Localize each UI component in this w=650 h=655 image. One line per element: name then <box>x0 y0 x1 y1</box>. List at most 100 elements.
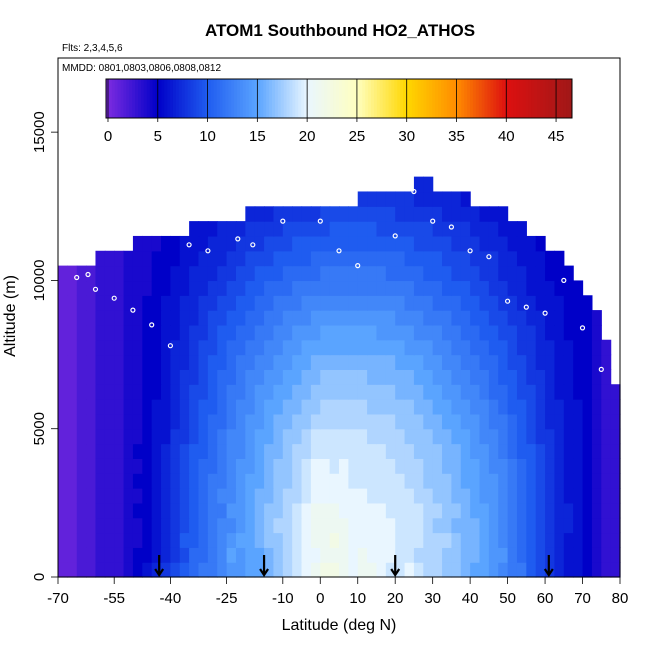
heatmap-cell <box>254 221 265 237</box>
heatmap-cell <box>526 354 537 370</box>
y-tick-label: 15000 <box>31 111 48 153</box>
heatmap-cell <box>329 413 340 430</box>
heatmap-cell <box>498 488 509 504</box>
heatmap-cell <box>264 413 275 430</box>
heatmap-cell <box>554 280 565 296</box>
heatmap-cell <box>86 280 97 296</box>
heatmap-cell <box>189 295 200 311</box>
heatmap-cell <box>189 324 200 341</box>
heatmap-cell <box>67 384 78 400</box>
heatmap-cell <box>376 265 387 282</box>
heatmap-cell <box>479 295 490 311</box>
heatmap-cell <box>301 280 312 296</box>
colorbar-segment <box>222 79 226 118</box>
heatmap-cell <box>395 458 406 474</box>
heatmap-cell <box>235 324 246 341</box>
heatmap-cell <box>235 295 246 311</box>
heatmap-cell <box>86 310 97 326</box>
heatmap-cell <box>301 532 312 548</box>
x-tick-label: 40 <box>462 590 479 607</box>
heatmap-cell <box>95 502 106 519</box>
heatmap-cell <box>123 458 134 474</box>
flight-track-point <box>111 295 117 301</box>
heatmap-cell <box>385 517 396 534</box>
heatmap-cell <box>95 413 106 430</box>
heatmap-cell <box>151 339 162 356</box>
heatmap-cell <box>170 502 181 519</box>
heatmap-cell <box>132 502 143 519</box>
heatmap-cell <box>301 473 312 489</box>
heatmap-cell <box>226 458 237 474</box>
heatmap-cell <box>526 532 537 548</box>
colorbar-segment <box>420 79 424 118</box>
heatmap-cell <box>142 310 153 326</box>
colorbar-segment <box>138 79 142 118</box>
colorbar-tick-label: 15 <box>249 128 266 145</box>
heatmap-cell <box>451 191 462 207</box>
colorbar-segment <box>405 79 410 118</box>
colorbar-segment <box>184 79 189 118</box>
heatmap-cell <box>601 339 612 356</box>
heatmap-cell <box>442 250 452 267</box>
heatmap-cell <box>132 354 143 370</box>
heatmap-cell <box>161 235 171 252</box>
heatmap-cell <box>516 458 527 474</box>
heatmap-cell <box>348 295 359 311</box>
heatmap-cell <box>413 502 424 519</box>
heatmap-cell <box>479 488 490 504</box>
heatmap-cell <box>292 250 303 267</box>
heatmap-cell <box>460 532 471 548</box>
heatmap-cell <box>76 265 87 282</box>
heatmap-cell <box>498 384 509 400</box>
colorbar-segment <box>193 79 197 118</box>
heatmap-cell <box>516 562 527 578</box>
heatmap-cell <box>254 502 265 519</box>
heatmap-cell <box>488 488 499 504</box>
heatmap-cell <box>535 369 546 385</box>
heatmap-cell <box>413 399 424 415</box>
heatmap-cell <box>226 488 237 504</box>
heatmap-cell <box>189 280 200 296</box>
flight-track-point <box>167 343 173 349</box>
heatmap-cell <box>132 324 143 341</box>
heatmap-cell <box>535 265 546 282</box>
heatmap-cell <box>179 354 190 370</box>
heatmap-cell <box>582 473 593 489</box>
heatmap-cell <box>460 443 471 459</box>
heatmap-cell <box>86 413 97 430</box>
heatmap-cell <box>245 280 256 296</box>
heatmap-cell <box>339 488 349 504</box>
heatmap-cell <box>179 502 190 519</box>
heatmap-cell <box>479 324 490 341</box>
heatmap-cell <box>385 547 396 563</box>
heatmap-cell <box>535 488 546 504</box>
heatmap-cell <box>132 265 143 282</box>
heatmap-cell <box>207 473 218 489</box>
heatmap-cell <box>189 562 200 578</box>
heatmap-cell <box>563 399 574 415</box>
heatmap-cell <box>189 221 200 237</box>
heatmap-cell <box>591 339 602 356</box>
flight-track-point <box>74 274 80 281</box>
heatmap-cell <box>198 428 209 445</box>
colorbar-segment <box>146 79 151 118</box>
colorbar-segment <box>135 79 139 118</box>
heatmap-cell <box>367 547 378 563</box>
colorbar-segment <box>417 79 422 118</box>
heatmap-cell <box>385 354 396 370</box>
heatmap-cell <box>348 310 359 326</box>
heatmap-cell <box>142 443 153 459</box>
heatmap-cell <box>86 517 97 534</box>
heatmap-cell <box>254 295 265 311</box>
heatmap-cell <box>582 339 593 356</box>
heatmap-cell <box>470 384 481 400</box>
heatmap-cell <box>329 458 340 474</box>
heatmap-cell <box>357 191 368 207</box>
heatmap-cell <box>86 399 97 415</box>
heatmap-cell <box>189 547 200 563</box>
heatmap-cell <box>282 502 293 519</box>
y-tick-label: 0 <box>31 573 48 581</box>
heatmap-cell <box>488 428 499 445</box>
heatmap-cell <box>470 473 481 489</box>
heatmap-cell <box>273 413 284 430</box>
